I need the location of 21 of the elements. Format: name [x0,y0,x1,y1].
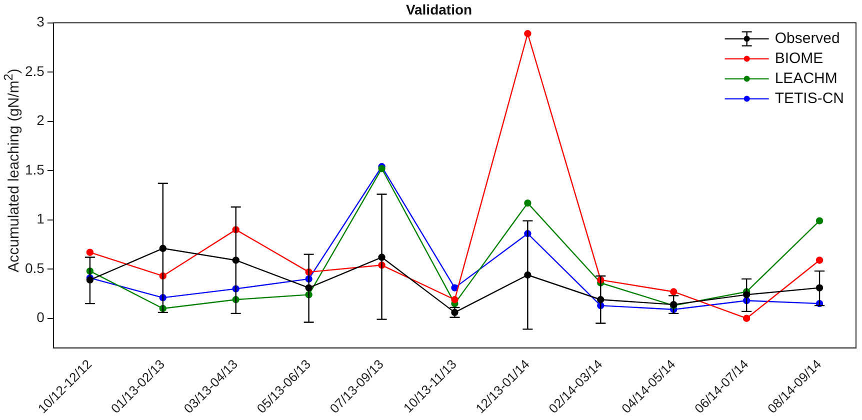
point [742,314,750,322]
legend-label: LEACHM [774,70,838,87]
point [524,30,532,38]
legend-label: Observed [774,30,840,47]
y-tick-label: 0.5 [24,260,45,276]
point [816,256,824,264]
point [816,217,824,224]
point [524,199,532,207]
y-tick-label: 2 [36,112,45,128]
legend-label: TETIS-CN [774,90,844,107]
y-tick-label: 1.5 [24,161,45,178]
point [86,248,94,256]
y-tick-label: 3 [36,14,45,30]
y-tick-label: 0 [36,309,45,326]
legend-label: BIOME [774,50,824,67]
point [670,288,678,296]
point [451,284,458,292]
y-tick-label: 1 [36,210,45,227]
y-tick-label: 2.5 [24,62,45,79]
point [451,296,458,304]
chart-title: Validation [406,1,472,18]
